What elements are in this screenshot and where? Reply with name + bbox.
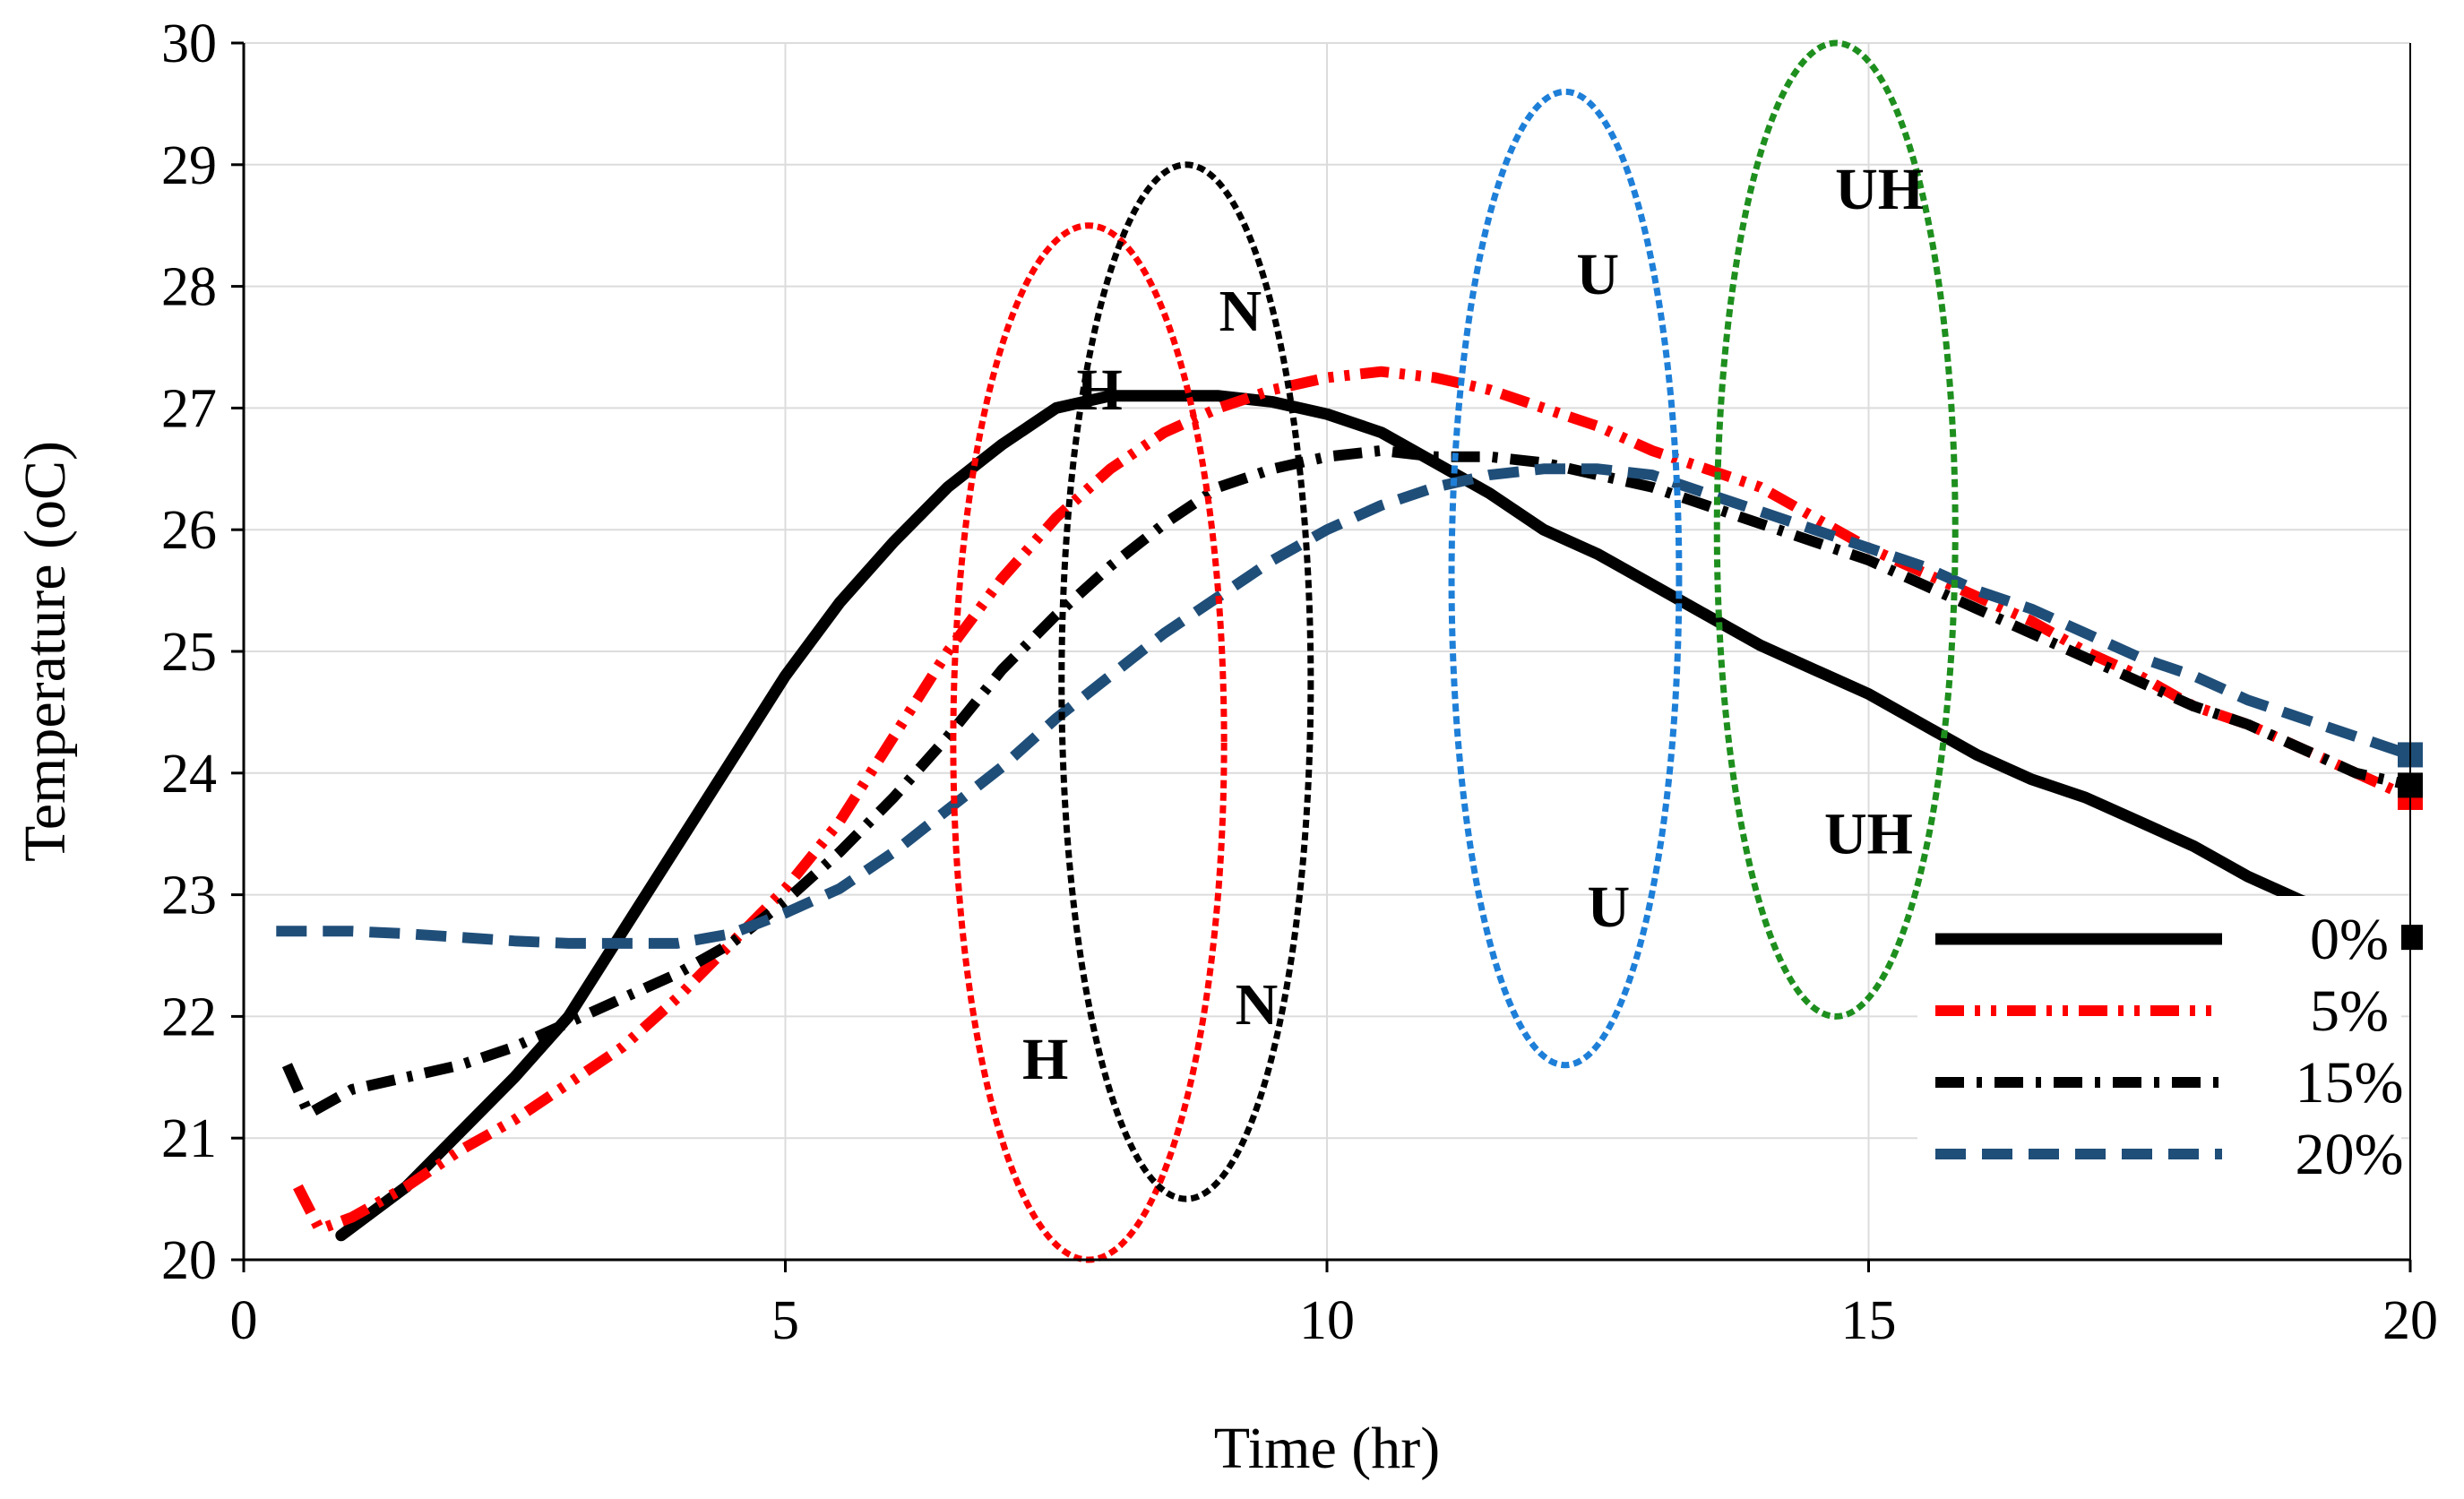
y-tick-label: 23 — [161, 866, 217, 926]
annotation-label-bottom: U — [1588, 874, 1631, 940]
x-tick-label: 0 — [230, 1290, 258, 1351]
y-axis-title: Temperature (oC) — [13, 441, 78, 862]
series-line-2 — [281, 444, 2412, 1119]
legend-label-3: 20% — [2296, 1122, 2404, 1187]
annotation-label-top: N — [1219, 279, 1262, 344]
y-tick-label: 25 — [161, 622, 217, 683]
y-tick-label: 21 — [161, 1108, 217, 1169]
series-layer — [276, 366, 2423, 1242]
y-tick-label: 28 — [161, 257, 217, 318]
axes: 20 21 22 23 24 25 26 27 28 29 30 0 5 10 15 20 — [161, 13, 2438, 1351]
series-line-1 — [293, 366, 2413, 1235]
annotation-ellipse-2 — [1448, 88, 1683, 1069]
legend-background — [1917, 896, 2401, 1195]
legend-label-2: 15% — [2296, 1050, 2404, 1116]
annotation-label-bottom: H — [1022, 1027, 1068, 1092]
annotation-label-top: UH — [1835, 157, 1924, 222]
legend-label-1: 5% — [2310, 978, 2389, 1044]
series-line-3 — [276, 463, 2412, 949]
annotation-label-bottom: N — [1236, 972, 1279, 1038]
annotation-ellipse-3 — [1713, 39, 1959, 1020]
legend-label-0: 0% — [2310, 907, 2389, 972]
x-tick-label: 5 — [771, 1290, 799, 1351]
series-line-0 — [335, 390, 2417, 1242]
x-tick-label: 10 — [1299, 1290, 1355, 1351]
x-tick-label: 20 — [2382, 1290, 2438, 1351]
y-tick-label: 24 — [161, 744, 217, 805]
annotation-label-top: U — [1576, 242, 1619, 307]
x-tick-label: 15 — [1841, 1290, 1897, 1351]
x-axis-title: Time (hr) — [1214, 1416, 1440, 1481]
annotation-label-bottom: UH — [1824, 802, 1913, 867]
y-tick-label: 27 — [161, 378, 217, 439]
y-tick-label: 29 — [161, 135, 217, 196]
y-tick-label: 22 — [161, 986, 217, 1047]
legend: 0%5%15%20% — [1917, 896, 2403, 1195]
y-tick-label: 20 — [161, 1230, 217, 1291]
y-tick-label: 30 — [161, 13, 217, 74]
y-tick-label: 26 — [161, 500, 217, 561]
annotation-ellipse-1 — [1058, 161, 1314, 1202]
